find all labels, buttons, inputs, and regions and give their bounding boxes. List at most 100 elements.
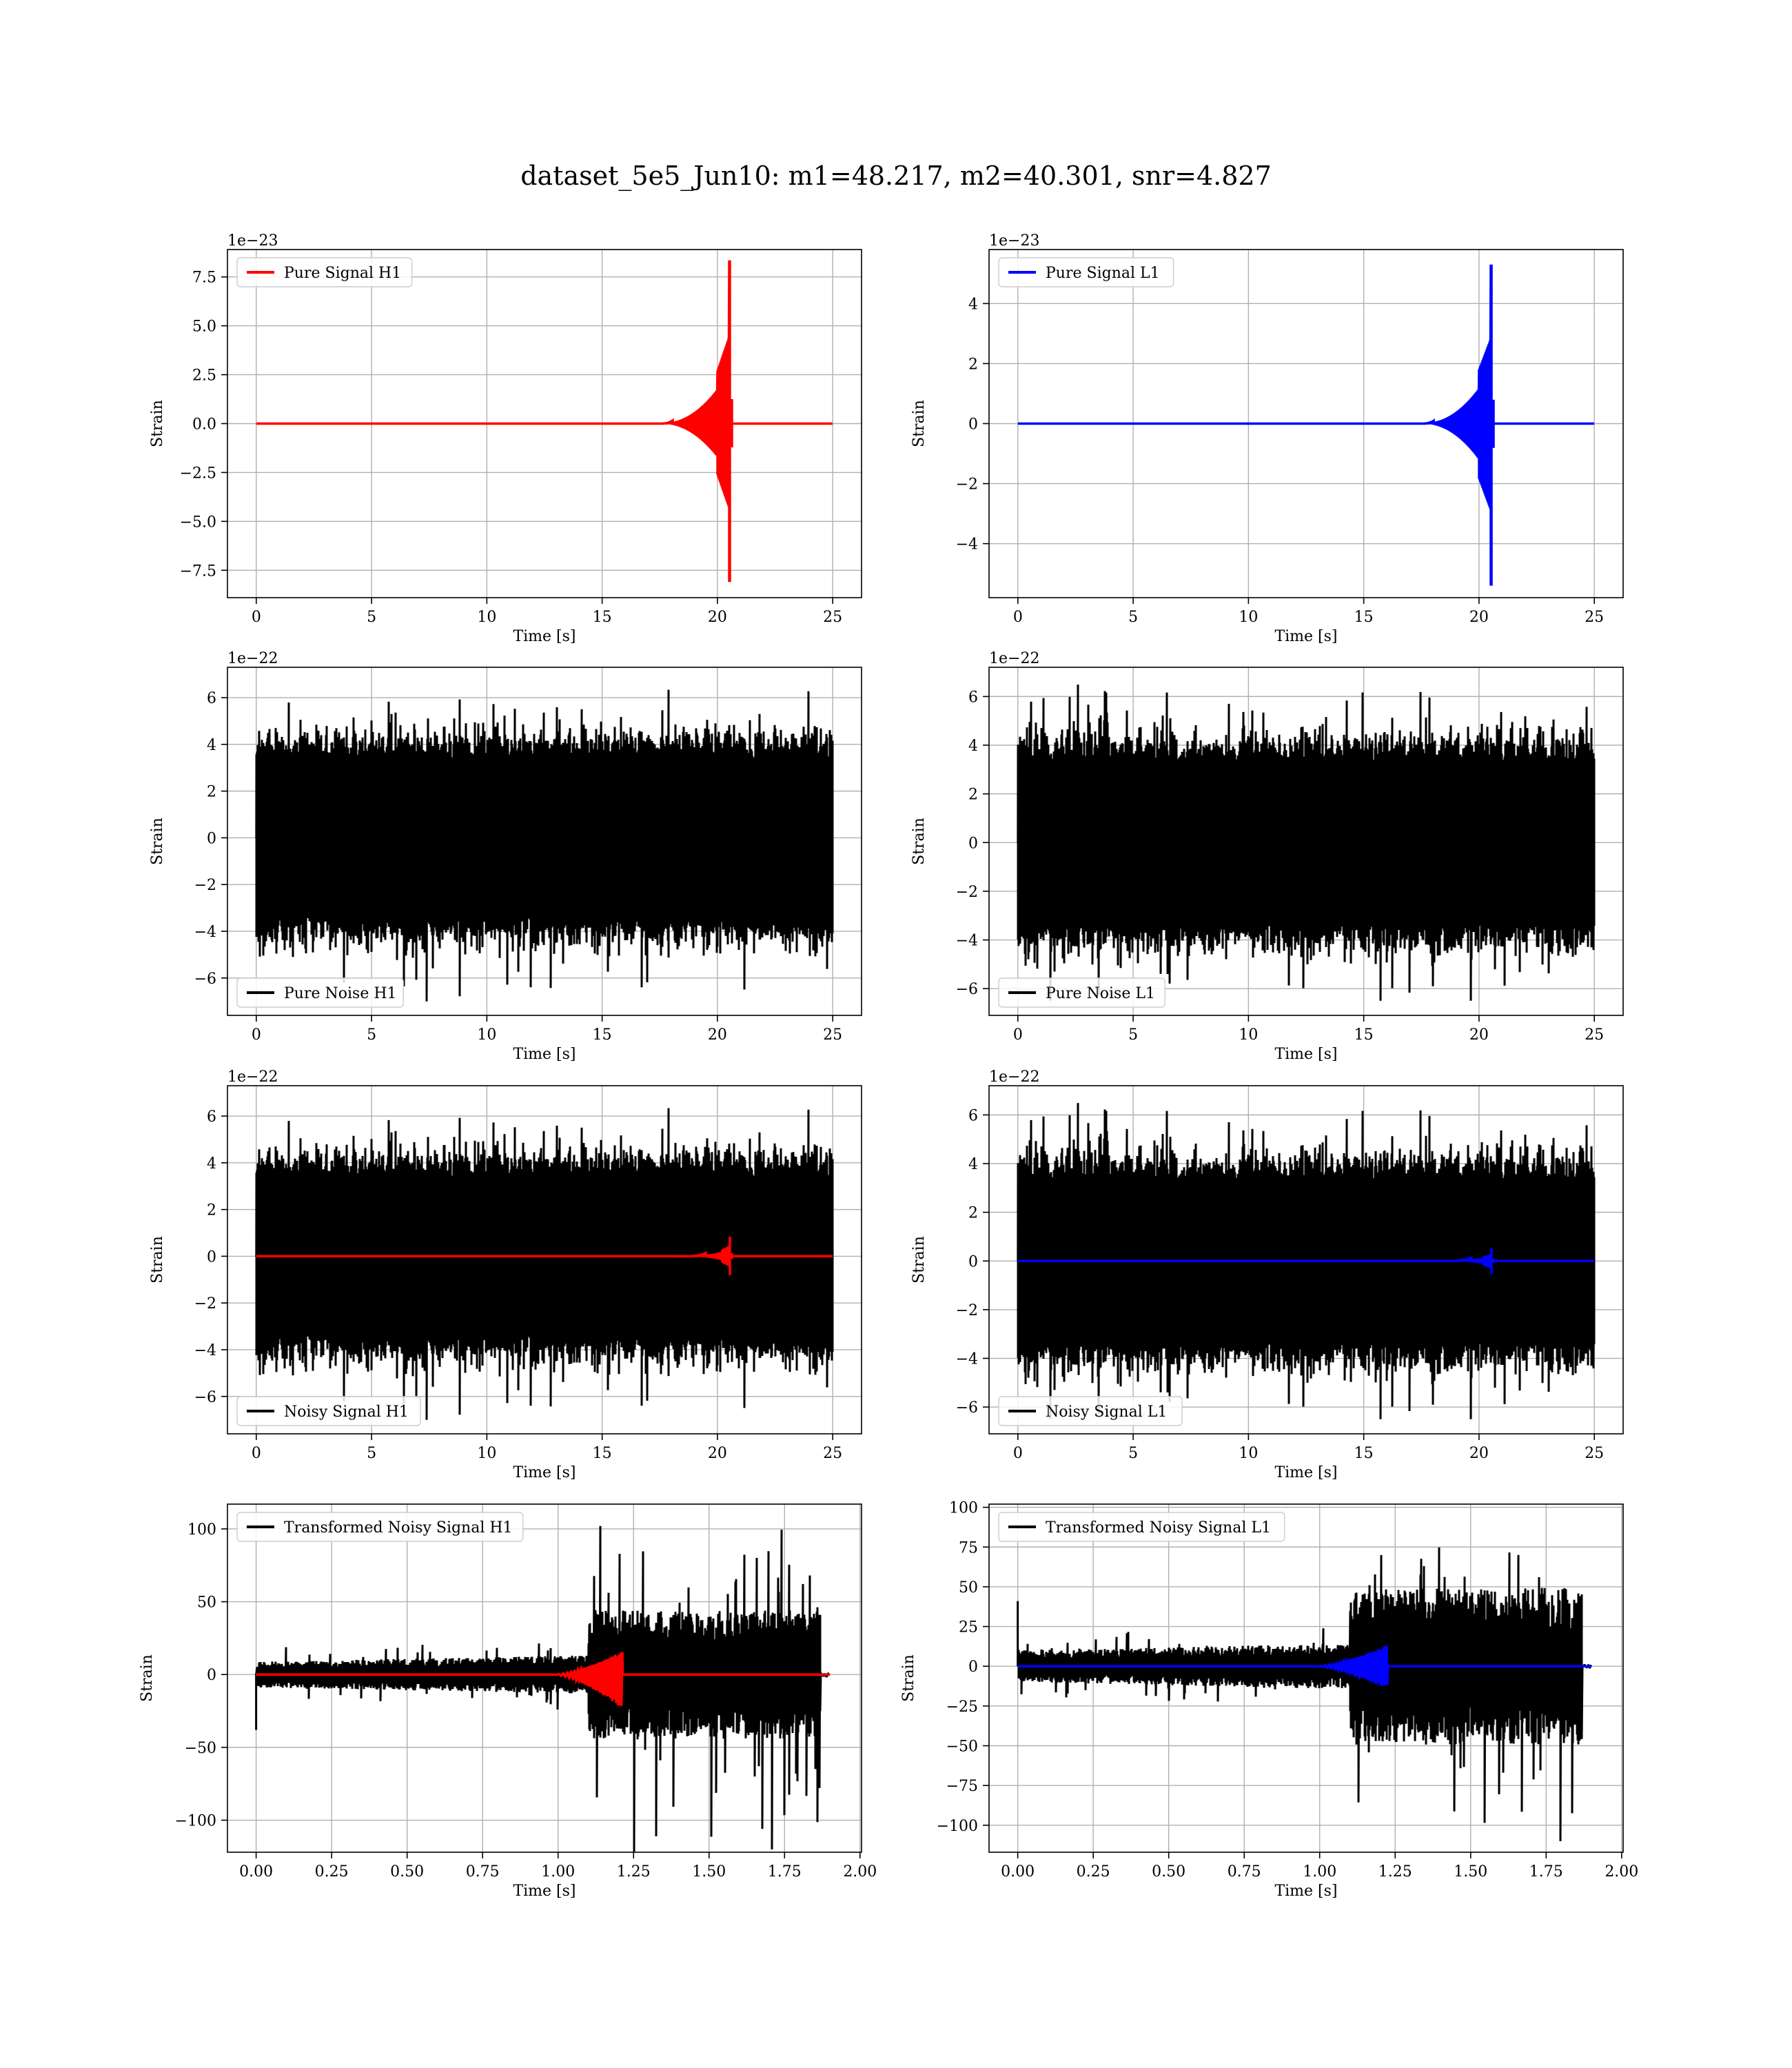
x-tick-label: 10 xyxy=(1239,609,1258,626)
plot-area xyxy=(255,689,834,1002)
chart-transformed-l1: 0.00 0.25 0.50 0.75 1.00 1.25 1.50 1.75 2.00 −100… xyxy=(900,1500,1638,1900)
x-tick-label: 15 xyxy=(1354,1026,1374,1044)
chart-noisy-signal-l1: 0 5 10 15 20 25 −6 −4 −2 0 2 4 6 Time [s] Strain 1e−22 N… xyxy=(910,1068,1624,1481)
series-line xyxy=(255,689,834,1002)
y-tick-label: −6 xyxy=(956,1399,978,1417)
legend-box xyxy=(236,1396,421,1426)
axes-frame xyxy=(227,1085,862,1435)
x-tick-label: 15 xyxy=(593,609,612,626)
x-axis-label: Time [s] xyxy=(1274,1046,1337,1063)
x-tick-label: 10 xyxy=(1239,1026,1258,1044)
y-axis-label: Strain xyxy=(149,818,166,865)
y-tick-label: 0 xyxy=(968,835,978,852)
series-line xyxy=(256,1652,830,1706)
y-tick-label: −6 xyxy=(194,1389,216,1406)
y-tick-label: −100 xyxy=(937,1818,978,1835)
y-tick-label: 4 xyxy=(968,738,978,755)
y-tick-label: 2 xyxy=(968,356,978,373)
x-tick-label: 0.00 xyxy=(239,1863,273,1881)
x-tick-label: 5 xyxy=(367,1026,376,1044)
y-tick-label: 6 xyxy=(968,689,978,706)
x-tick-label: 10 xyxy=(477,1445,496,1462)
legend-label: Noisy Signal H1 xyxy=(284,1403,409,1421)
y-tick-label: 0 xyxy=(968,416,978,434)
y-tick-label: 25 xyxy=(959,1619,978,1636)
y-tick-label: 50 xyxy=(197,1594,216,1612)
x-tick-label: 25 xyxy=(1585,1026,1604,1044)
y-tick-label: −4 xyxy=(194,924,216,941)
y-axis-label: Strain xyxy=(149,1236,166,1284)
y-tick-label: 100 xyxy=(187,1521,216,1539)
plot-area xyxy=(1017,685,1596,1001)
x-tick-label: 15 xyxy=(1354,609,1374,626)
y-tick-label: 75 xyxy=(959,1539,978,1557)
x-tick-label: 0.50 xyxy=(1152,1863,1185,1881)
y-tick-label: 6 xyxy=(968,1107,978,1124)
axes-frame xyxy=(988,1503,1624,1853)
legend-box xyxy=(236,977,404,1008)
series-line xyxy=(256,260,833,582)
legend: Pure Noise L1 xyxy=(998,977,1165,1008)
legend-box xyxy=(998,257,1174,287)
plot-area xyxy=(255,1108,834,1420)
x-tick-label: 1.75 xyxy=(768,1863,802,1881)
x-tick-label: 1.00 xyxy=(541,1863,575,1881)
x-axis-label: Time [s] xyxy=(513,1464,576,1481)
y-tick-label: 4 xyxy=(207,737,216,754)
offset-text: 1e−22 xyxy=(227,1068,278,1086)
y-tick-label: −4 xyxy=(956,933,978,950)
legend-box xyxy=(236,257,413,287)
x-tick-label: 2.00 xyxy=(1605,1863,1638,1881)
legend-box xyxy=(998,1512,1285,1542)
axes-frame xyxy=(227,667,862,1016)
x-tick-label: 1.50 xyxy=(1454,1863,1487,1881)
y-tick-label: −2 xyxy=(956,884,978,901)
x-tick-label: 0.75 xyxy=(466,1863,500,1881)
y-tick-label: −4 xyxy=(956,536,978,554)
legend-label: Pure Signal H1 xyxy=(284,265,401,282)
y-tick-label: −6 xyxy=(956,981,978,998)
chart-pure-noise-l1: 0 5 10 15 20 25 −6 −4 −2 0 2 4 6 Time [s] Strain 1e−22 P… xyxy=(910,650,1624,1063)
y-tick-label: 2 xyxy=(207,1202,216,1219)
x-tick-label: 0.75 xyxy=(1228,1863,1261,1881)
series-line xyxy=(255,1525,831,1852)
legend: Pure Noise H1 xyxy=(236,977,404,1008)
x-tick-label: 1.25 xyxy=(617,1863,651,1881)
y-tick-label: −6 xyxy=(194,971,216,988)
x-tick-label: 0 xyxy=(252,1026,261,1044)
x-tick-label: 10 xyxy=(1239,1445,1258,1462)
y-tick-label: 2 xyxy=(968,1205,978,1222)
y-tick-label: 7.5 xyxy=(192,270,216,287)
x-axis-label: Time [s] xyxy=(513,1046,576,1063)
x-tick-label: 0.25 xyxy=(315,1863,349,1881)
y-tick-label: 100 xyxy=(949,1500,978,1517)
x-tick-label: 25 xyxy=(1585,1445,1604,1462)
legend-box xyxy=(998,977,1165,1008)
series-line xyxy=(1017,1103,1596,1419)
y-tick-label: −2 xyxy=(956,1302,978,1319)
x-tick-label: 0 xyxy=(252,1445,261,1462)
legend-box xyxy=(236,1512,524,1542)
y-tick-label: −4 xyxy=(194,1342,216,1359)
y-tick-label: 4 xyxy=(968,1156,978,1173)
offset-text: 1e−22 xyxy=(989,1068,1039,1086)
legend: Transformed Noisy Signal L1 xyxy=(998,1512,1285,1542)
y-axis-label: Strain xyxy=(910,818,928,865)
plot-area xyxy=(255,1525,831,1852)
legend: Transformed Noisy Signal H1 xyxy=(236,1512,524,1542)
chart-pure-signal-l1: 0 5 10 15 20 25 −4 −2 0 2 4 Time [s] Strain 1e−23 Pure… xyxy=(910,232,1624,645)
y-tick-label: −75 xyxy=(946,1778,978,1795)
offset-text: 1e−23 xyxy=(989,232,1039,250)
axes-frame xyxy=(988,667,1624,1016)
x-tick-label: 25 xyxy=(823,609,842,626)
x-tick-label: 5 xyxy=(1128,1026,1138,1044)
y-tick-label: 0 xyxy=(207,1248,216,1266)
chart-pure-noise-h1: 0 5 10 15 20 25 −6 −4 −2 0 2 4 6 Time [s] Strain 1e−22 P… xyxy=(149,650,862,1063)
y-tick-label: −25 xyxy=(946,1699,978,1716)
x-tick-label: 20 xyxy=(1469,1445,1489,1462)
y-tick-label: 2 xyxy=(968,787,978,804)
x-tick-label: 20 xyxy=(708,609,727,626)
axes-frame xyxy=(988,1085,1624,1435)
x-axis-label: Time [s] xyxy=(1274,628,1337,645)
figure-title: dataset_5e5_Jun10: m1=48.217, m2=40.301,… xyxy=(520,161,1272,192)
